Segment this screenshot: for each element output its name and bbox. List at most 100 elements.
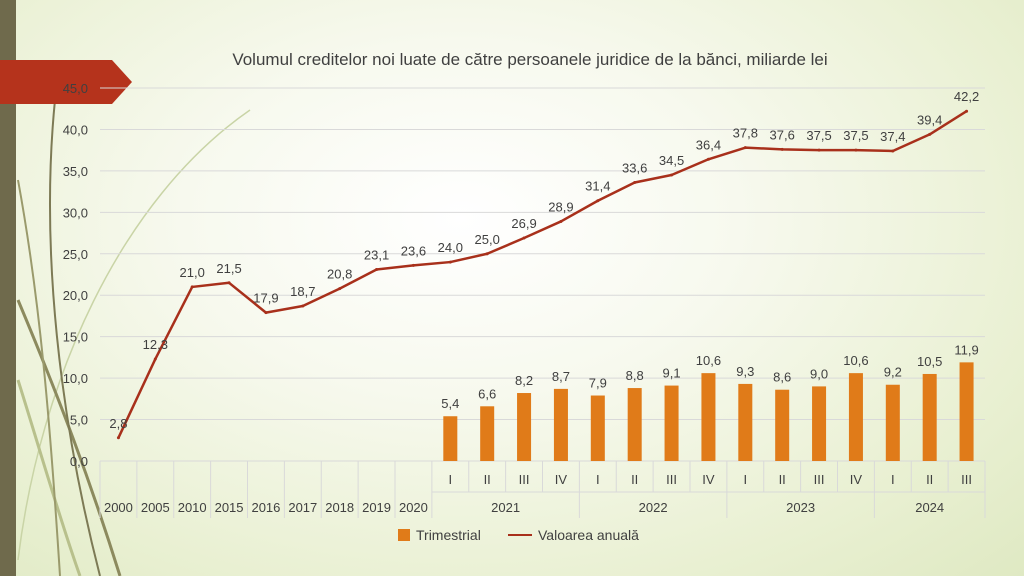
y-tick-label: 35,0: [63, 164, 88, 179]
bar-data-label: 9,0: [810, 366, 828, 381]
bar-trimestrial: [627, 388, 642, 461]
bar-trimestrial: [590, 395, 605, 461]
bar-trimestrial: [443, 416, 458, 461]
y-tick-label: 5,0: [70, 413, 88, 428]
bar-data-label: 9,1: [663, 366, 681, 381]
bar-data-label: 10,6: [843, 353, 868, 368]
line-data-label: 26,9: [511, 216, 536, 231]
line-point: [338, 287, 342, 291]
line-data-label: 17,9: [253, 291, 278, 306]
x-tick-label: 2000: [104, 500, 133, 515]
line-data-label: 36,4: [696, 137, 721, 152]
x-tick-label: 2020: [399, 500, 428, 515]
y-tick-label: 20,0: [63, 288, 88, 303]
line-data-label: 18,7: [290, 284, 315, 299]
legend-swatch-bar: [398, 529, 410, 541]
bar-data-label: 8,7: [552, 369, 570, 384]
x-tick-label: III: [961, 472, 972, 487]
line-data-label: 37,5: [843, 128, 868, 143]
line-point: [965, 109, 969, 113]
bar-data-label: 8,6: [773, 370, 791, 385]
line-point: [448, 260, 452, 264]
chart-title: Volumul creditelor noi luate de către pe…: [232, 50, 828, 69]
line-data-label: 21,0: [180, 265, 205, 280]
bar-trimestrial: [775, 389, 790, 461]
bar-data-label: 5,4: [441, 396, 459, 411]
x-tick-label: 2019: [362, 500, 391, 515]
legend-label-valoarea-anuala: Valoarea anuală: [538, 527, 639, 543]
line-data-label: 37,8: [733, 126, 758, 141]
x-tick-label: IV: [555, 472, 568, 487]
line-data-label: 42,2: [954, 89, 979, 104]
line-point: [522, 236, 526, 240]
bar-data-label: 10,6: [696, 353, 721, 368]
x-tick-label: I: [449, 472, 453, 487]
line-data-label: 28,9: [548, 199, 573, 214]
x-group-label: 2024: [915, 500, 944, 515]
x-tick-label: I: [744, 472, 748, 487]
bar-data-label: 10,5: [917, 354, 942, 369]
x-tick-label: 2016: [251, 500, 280, 515]
line-data-label: 39,4: [917, 112, 942, 127]
x-tick-label: 2015: [215, 500, 244, 515]
x-tick-label: IV: [702, 472, 715, 487]
legend-item-trimestrial: Trimestrial: [398, 525, 481, 545]
line-point: [596, 199, 600, 203]
line-data-label: 24,0: [438, 240, 463, 255]
line-data-label: 20,8: [327, 267, 352, 282]
line-data-label: 23,6: [401, 243, 426, 258]
line-point: [485, 252, 489, 256]
bar-data-label: 8,2: [515, 373, 533, 388]
x-tick-label: II: [926, 472, 933, 487]
line-data-label: 34,5: [659, 153, 684, 168]
line-data-label: 37,5: [806, 128, 831, 143]
line-data-label: 37,6: [770, 127, 795, 142]
bar-trimestrial: [922, 373, 937, 461]
bar-data-label: 7,9: [589, 376, 607, 391]
bar-trimestrial: [738, 383, 753, 461]
y-tick-label: 15,0: [63, 330, 88, 345]
line-data-label: 37,4: [880, 129, 905, 144]
bar-trimestrial: [664, 385, 679, 461]
x-tick-label: III: [814, 472, 825, 487]
line-point: [891, 149, 895, 153]
line-point: [670, 173, 674, 177]
line-data-label: 12,3: [143, 337, 168, 352]
x-tick-label: 2005: [141, 500, 170, 515]
bar-data-label: 9,3: [736, 364, 754, 379]
bar-data-label: 11,9: [954, 342, 978, 357]
legend-label-trimestrial: Trimestrial: [416, 527, 481, 543]
bar-data-label: 8,8: [626, 368, 644, 383]
line-point: [153, 357, 157, 361]
x-tick-label: II: [779, 472, 786, 487]
bar-trimestrial: [553, 388, 568, 461]
bar-trimestrial: [480, 406, 495, 461]
line-data-label: 2,8: [109, 416, 127, 431]
y-tick-label: 45,0: [63, 81, 88, 96]
x-tick-label: III: [519, 472, 530, 487]
line-point: [227, 281, 231, 285]
bar-trimestrial: [812, 386, 827, 461]
x-tick-label: II: [631, 472, 638, 487]
legend-item-valoarea-anuala: Valoarea anuală: [508, 525, 639, 545]
bar-data-label: 9,2: [884, 365, 902, 380]
y-tick-label: 25,0: [63, 247, 88, 262]
bar-trimestrial: [885, 384, 900, 461]
x-group-label: 2023: [786, 500, 815, 515]
line-data-label: 23,1: [364, 248, 389, 263]
line-data-label: 25,0: [475, 232, 500, 247]
legend-swatch-line: [508, 534, 532, 536]
x-tick-label: 2017: [288, 500, 317, 515]
x-group-label: 2021: [491, 500, 520, 515]
x-tick-label: 2018: [325, 500, 354, 515]
y-tick-label: 10,0: [63, 371, 88, 386]
line-data-label: 31,4: [585, 179, 610, 194]
x-tick-label: II: [484, 472, 491, 487]
bar-trimestrial: [848, 373, 863, 461]
line-data-label: 33,6: [622, 160, 647, 175]
bar-trimestrial: [517, 393, 532, 461]
title-arrow-shape: [0, 60, 132, 104]
line-point: [116, 436, 120, 440]
